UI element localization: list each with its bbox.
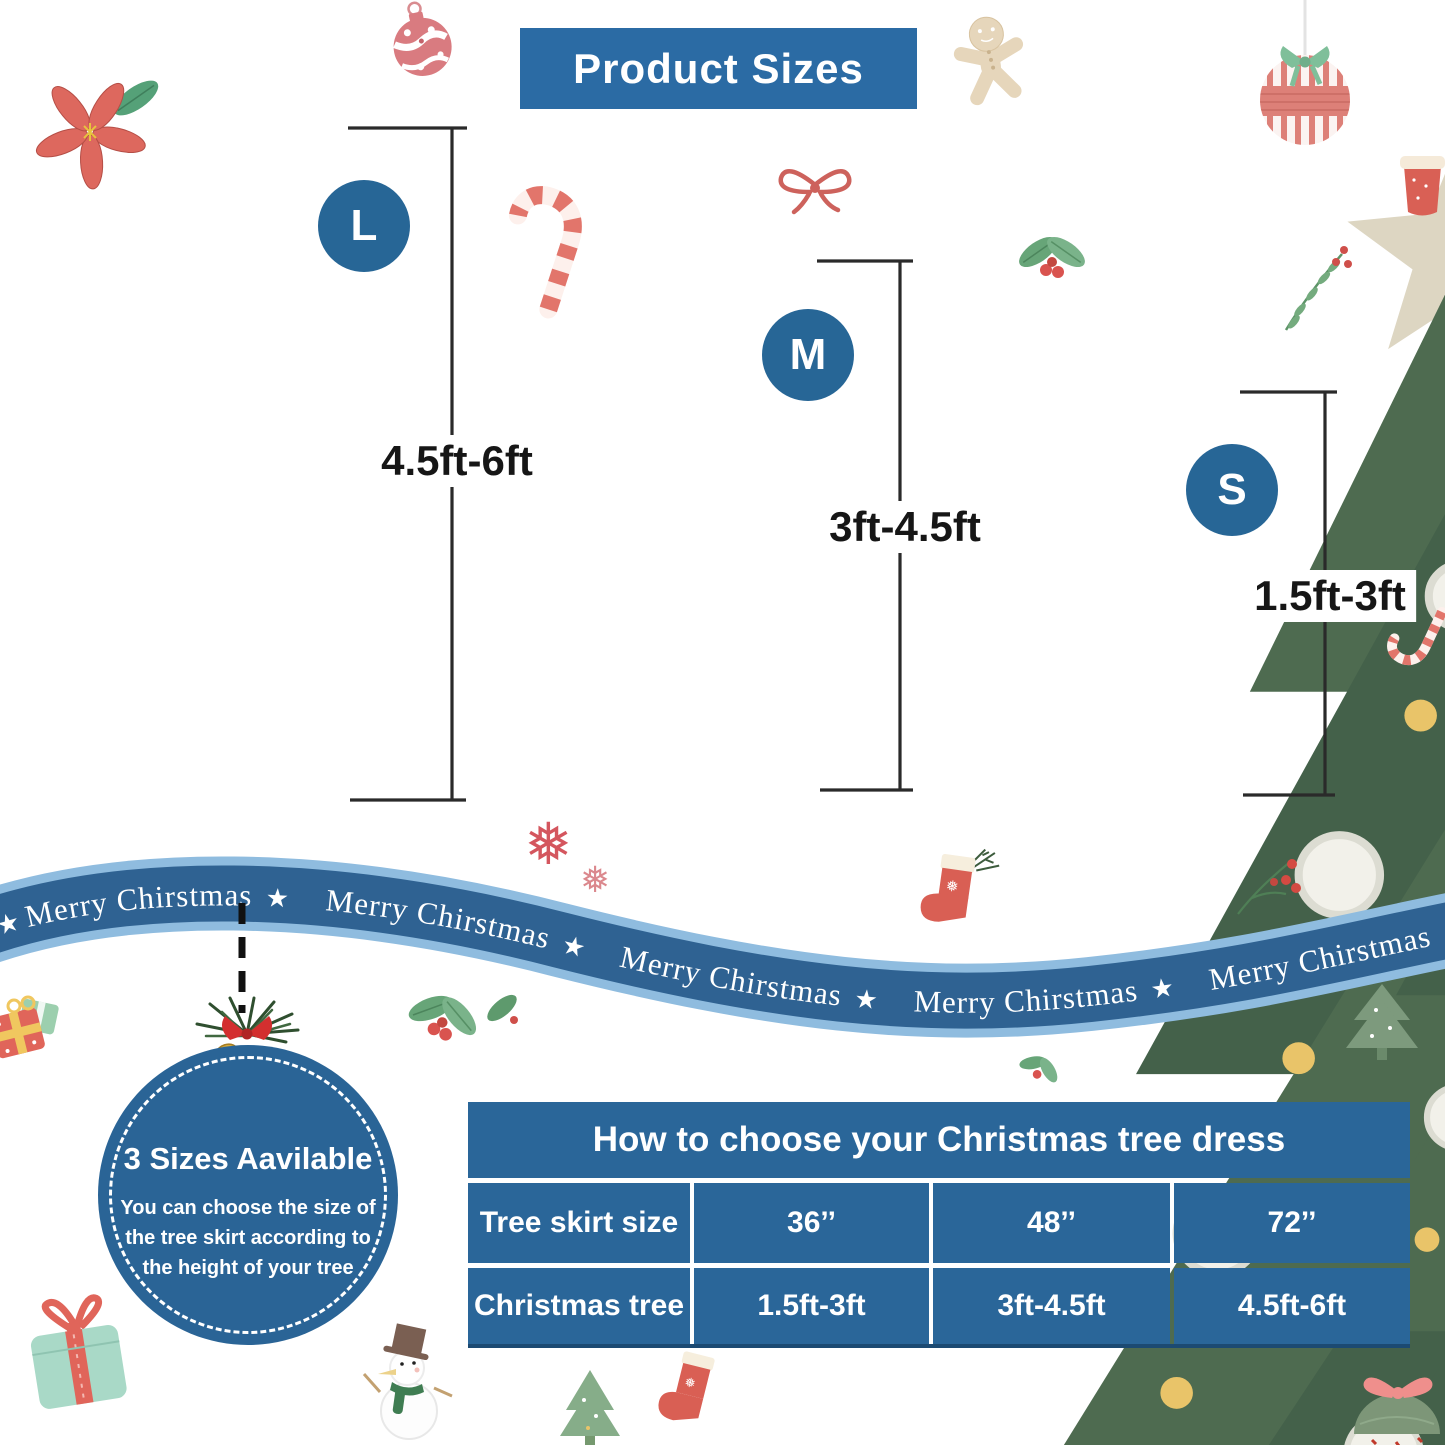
svg-text:★: ★ — [1149, 973, 1176, 1006]
badge-title: 3 Sizes Aavilable — [123, 1141, 373, 1176]
mint-gift-box-icon — [30, 1294, 127, 1409]
row-header-christmas-tree: Christmas tree — [468, 1268, 690, 1344]
red-bow-icon — [778, 169, 852, 215]
red-cup-icon — [1400, 156, 1445, 216]
holly-big-icon — [408, 995, 477, 1041]
ribbon-star-icon: ★ — [1149, 973, 1176, 1006]
stocking-small-icon: ❅ — [658, 1351, 715, 1421]
bauble-ornament-icon — [393, 1, 452, 76]
snowflake-small-icon: ❅ — [580, 860, 610, 901]
size-circle-label: S — [1217, 465, 1247, 514]
product-sizes-banner: Product Sizes — [520, 28, 917, 109]
merry-christmas-ribbon: Merry Chirstmas Merry Chirstmas Merry Ch… — [0, 877, 1445, 1019]
stocking-icon: ❅ — [920, 848, 1000, 922]
size-circle-medium: M — [762, 309, 854, 401]
tree-flat-icon — [1346, 984, 1418, 1060]
size-circle-label: L — [350, 201, 378, 250]
badge-description: You can choose the size of the tree skir… — [120, 1197, 376, 1279]
ribbon-star-icon: ★ — [0, 907, 24, 942]
gift-boxes-icon — [0, 995, 59, 1059]
size-circle-label: M — [789, 330, 827, 379]
height-range-small: 1.5ft-3ft — [1244, 570, 1416, 622]
berry-branch-icon — [1237, 859, 1301, 915]
size-chart-table: How to choose your Christmas tree dress … — [468, 1102, 1410, 1344]
sizes-available-badge: 3 Sizes Aavilable You can choose the siz… — [98, 1045, 398, 1345]
table-title: How to choose your Christmas tree dress — [468, 1102, 1410, 1178]
table-cell: 1.5ft-3ft — [694, 1268, 929, 1344]
svg-text:★: ★ — [265, 883, 290, 914]
height-range-medium: 3ft-4.5ft — [819, 501, 991, 553]
gingerbread-man-icon — [953, 16, 1024, 106]
leaf-icon — [487, 994, 518, 1024]
svg-text:❅: ❅ — [683, 1375, 697, 1392]
snowman-icon — [362, 1323, 453, 1440]
svg-text:★: ★ — [0, 907, 24, 942]
candy-cane-icon — [508, 186, 582, 319]
table-cell: 72’’ — [1174, 1183, 1410, 1263]
size-circle-small: S — [1186, 444, 1278, 536]
table-cell: 3ft-4.5ft — [933, 1268, 1170, 1344]
table-cell: 4.5ft-6ft — [1174, 1268, 1410, 1344]
height-range-large: 4.5ft-6ft — [371, 435, 543, 487]
small-tree-icon — [560, 1370, 620, 1445]
hanging-ornament-icon — [1260, 0, 1350, 145]
table-cell: 48’’ — [933, 1183, 1170, 1263]
candy-cane-small-icon — [1387, 607, 1445, 666]
poinsettia-icon — [35, 80, 159, 190]
dome-with-bow-icon — [1354, 1377, 1440, 1445]
size-circle-large: L — [318, 180, 410, 272]
svg-text:❅: ❅ — [945, 877, 960, 897]
ribbon-star-icon: ★ — [265, 883, 290, 914]
svg-text:★: ★ — [853, 984, 879, 1016]
green-sprig-icon — [1284, 246, 1352, 331]
banner-title: Product Sizes — [573, 44, 864, 92]
snowflake-icon: ❅ — [524, 810, 573, 878]
ribbon-star-icon: ★ — [853, 984, 879, 1016]
holly-tiny-icon — [1019, 1056, 1058, 1083]
holly-icon — [1019, 236, 1085, 278]
table-cell: 36’’ — [694, 1183, 929, 1263]
row-header-tree-skirt-size: Tree skirt size — [468, 1183, 690, 1263]
